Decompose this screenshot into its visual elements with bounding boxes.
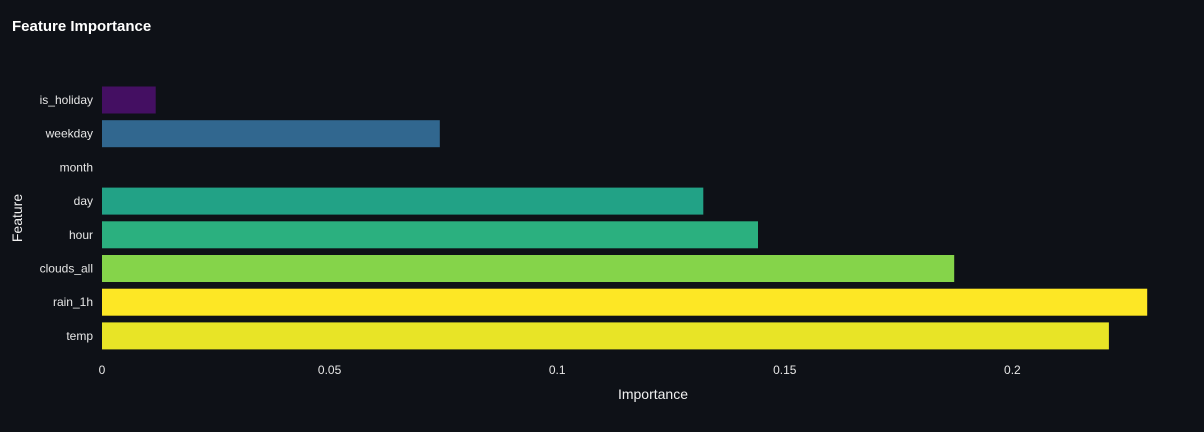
bar-is-holiday[interactable] bbox=[102, 86, 156, 114]
bars-layer bbox=[102, 86, 1148, 350]
y-tick-label-is-holiday: is_holiday bbox=[40, 93, 93, 107]
bar-rain-1h[interactable] bbox=[102, 288, 1148, 316]
y-tick-label-rain-1h: rain_1h bbox=[53, 295, 93, 309]
y-tick-label-temp: temp bbox=[66, 329, 93, 343]
x-tick-label-0-15: 0.15 bbox=[773, 363, 797, 377]
y-axis-title: Feature bbox=[9, 194, 25, 242]
y-tick-label-weekday: weekday bbox=[45, 127, 93, 141]
x-tick-label-0-1: 0.1 bbox=[549, 363, 566, 377]
bar-clouds-all[interactable] bbox=[102, 255, 955, 282]
bar-temp[interactable] bbox=[102, 322, 1109, 350]
y-tick-label-day: day bbox=[74, 194, 93, 208]
bar-hour[interactable] bbox=[102, 221, 758, 249]
x-tick-label-0: 0 bbox=[99, 363, 106, 377]
y-tick-label-hour: hour bbox=[69, 228, 93, 242]
x-tick-label-0-05: 0.05 bbox=[318, 363, 342, 377]
y-tick-label-month: month bbox=[60, 160, 93, 174]
y-tick-label-clouds-all: clouds_all bbox=[40, 262, 93, 276]
chart-title: Feature Importance bbox=[12, 18, 152, 35]
x-tick-labels: 0 0.05 0.1 0.15 0.2 bbox=[99, 363, 1021, 377]
bar-day[interactable] bbox=[102, 187, 704, 215]
bar-weekday[interactable] bbox=[102, 120, 440, 148]
x-axis-title: Importance bbox=[618, 386, 688, 402]
x-tick-label-0-2: 0.2 bbox=[1004, 363, 1021, 377]
